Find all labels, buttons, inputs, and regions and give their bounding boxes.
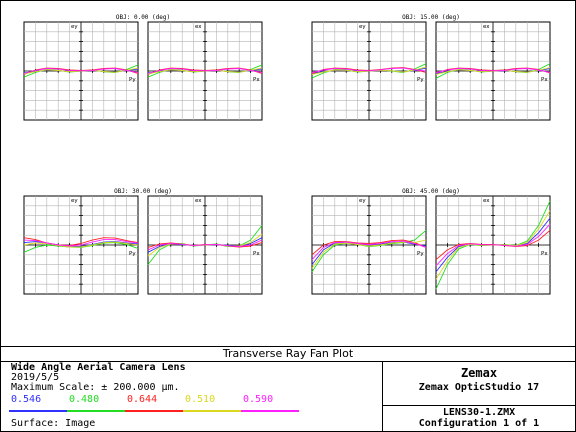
sagittal-fan-3: ex Px: [147, 195, 263, 295]
wavelength-label-1: 0.546: [11, 394, 42, 405]
axis-label-y: ey: [71, 198, 78, 204]
series-0-590: [23, 239, 139, 247]
wavelength-line-2: [67, 410, 125, 412]
plot-title: Transverse Ray Fan Plot: [1, 346, 575, 362]
axis-label-x: Py: [129, 77, 136, 83]
series-0-644: [311, 239, 427, 256]
series-0-590: [311, 240, 427, 261]
axis-label-x: Px: [541, 251, 548, 257]
wavelength-label-5: 0.590: [243, 394, 274, 405]
max-scale: Maximum Scale: ± 200.000 µm.: [11, 382, 180, 393]
series-0-546: [311, 241, 427, 265]
axis-label-x: Py: [417, 251, 424, 257]
field-label: OBJ: 15.00 (deg): [402, 14, 460, 21]
axis-label-x: Px: [253, 77, 260, 83]
tangential-fan-4: ey Py: [311, 195, 427, 295]
configuration-label: Configuration 1 of 1: [418, 418, 540, 429]
field-label: OBJ: 0.00 (deg): [116, 14, 170, 21]
tangential-fan-2: ey Py: [311, 21, 427, 121]
axis-label-y: ex: [195, 24, 202, 30]
wavelength-line-5: [241, 410, 299, 412]
series-0-590: [147, 68, 263, 74]
wavelength-label-3: 0.644: [127, 394, 158, 405]
lens-name: Wide Angle Aerial Camera Lens: [11, 362, 186, 373]
lens-info-panel: Wide Angle Aerial Camera Lens 2019/5/5 M…: [1, 361, 383, 431]
axis-label-x: Px: [541, 77, 548, 83]
axis-label-x: Py: [129, 251, 136, 257]
file-name: LENS30-1.ZMX: [442, 407, 516, 418]
sagittal-fan-4: ex Px: [435, 195, 551, 295]
axis-label-x: Py: [417, 77, 424, 83]
surface-label: Surface: Image: [11, 418, 96, 429]
wavelength-label-4: 0.510: [185, 394, 216, 405]
tangential-fan-1: ey Py: [23, 21, 139, 121]
axis-label-y: ex: [483, 24, 490, 30]
field-label: OBJ: 30.00 (deg): [114, 188, 172, 195]
series-0-590: [147, 239, 263, 251]
axis-label-y: ey: [359, 198, 366, 204]
sagittal-fan-2: ex Px: [435, 21, 551, 121]
company-name: Zemax: [460, 366, 498, 380]
product-name: Zemax OpticStudio 17: [418, 382, 540, 393]
field-label: OBJ: 45.00 (deg): [402, 188, 460, 195]
axis-label-y: ex: [483, 198, 490, 204]
axis-label-y: ey: [359, 24, 366, 30]
file-info-box: LENS30-1.ZMX Configuration 1 of 1: [383, 406, 575, 431]
series-0-590: [435, 223, 551, 267]
wavelength-line-4: [183, 410, 241, 412]
wavelength-label-2: 0.480: [69, 394, 100, 405]
axis-label-x: Px: [253, 251, 260, 257]
series-0-590: [23, 68, 139, 74]
brand-box: Zemax Zemax OpticStudio 17: [383, 361, 575, 406]
lens-date: 2019/5/5: [11, 372, 60, 383]
sagittal-fan-1: ex Px: [147, 21, 263, 121]
series-0-510: [23, 241, 139, 248]
series-0-590: [311, 67, 427, 73]
axis-label-y: ey: [71, 24, 78, 30]
series-0-590: [435, 68, 551, 73]
wavelength-line-3: [125, 410, 183, 412]
wavelength-line-1: [9, 410, 67, 412]
axis-label-y: ex: [195, 198, 202, 204]
tangential-fan-3: ey Py: [23, 195, 139, 295]
